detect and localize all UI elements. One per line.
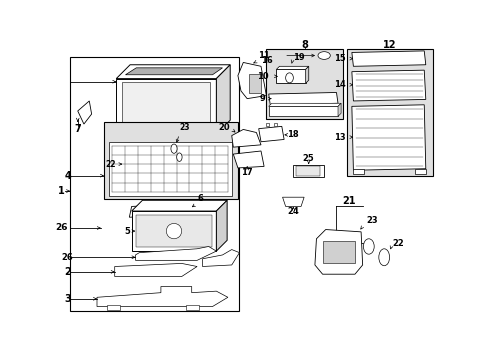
Text: 16: 16	[261, 56, 272, 65]
Text: 3: 3	[64, 294, 71, 304]
Polygon shape	[216, 65, 230, 134]
Bar	[70, 57, 239, 311]
Polygon shape	[115, 264, 197, 276]
Polygon shape	[351, 105, 425, 170]
Text: 19: 19	[293, 53, 305, 62]
Text: 22: 22	[105, 159, 116, 168]
Text: 11: 11	[258, 51, 270, 60]
Ellipse shape	[285, 73, 293, 83]
Polygon shape	[185, 305, 199, 310]
Polygon shape	[97, 287, 227, 307]
Text: 7: 7	[74, 125, 81, 134]
Polygon shape	[216, 200, 226, 251]
Ellipse shape	[378, 249, 389, 266]
Polygon shape	[293, 165, 324, 177]
Polygon shape	[135, 247, 216, 260]
Polygon shape	[314, 230, 362, 274]
Bar	[266, 122, 269, 126]
Ellipse shape	[176, 153, 182, 161]
Text: 5: 5	[124, 226, 130, 235]
Text: 23: 23	[179, 123, 189, 132]
Bar	[248, 74, 261, 93]
Bar	[274, 122, 277, 126]
Ellipse shape	[363, 239, 373, 254]
Polygon shape	[107, 305, 120, 310]
Polygon shape	[268, 103, 341, 106]
Polygon shape	[282, 197, 304, 206]
Ellipse shape	[317, 52, 329, 59]
Text: 2: 2	[64, 267, 71, 277]
Text: 13: 13	[333, 132, 345, 141]
Bar	[104, 122, 238, 199]
Polygon shape	[258, 126, 284, 142]
Text: 8: 8	[301, 40, 308, 50]
Polygon shape	[414, 169, 425, 174]
Polygon shape	[231, 130, 261, 147]
Bar	[122, 82, 210, 130]
Text: 26: 26	[55, 224, 68, 233]
Ellipse shape	[171, 144, 177, 153]
Polygon shape	[108, 142, 231, 195]
Polygon shape	[351, 70, 425, 101]
Text: 10: 10	[257, 72, 268, 81]
Text: 22: 22	[391, 239, 403, 248]
Polygon shape	[116, 65, 230, 78]
Text: 4: 4	[64, 171, 71, 181]
Text: 18: 18	[286, 130, 298, 139]
Text: 24: 24	[287, 207, 299, 216]
Text: 17: 17	[241, 168, 252, 177]
Polygon shape	[305, 66, 308, 83]
Polygon shape	[116, 78, 216, 134]
Polygon shape	[78, 101, 91, 124]
Text: 23: 23	[366, 216, 377, 225]
Text: 26: 26	[62, 253, 74, 262]
Polygon shape	[122, 161, 145, 167]
Polygon shape	[238, 62, 266, 99]
Text: 14: 14	[333, 80, 345, 89]
Polygon shape	[268, 106, 337, 116]
Polygon shape	[353, 169, 364, 174]
Bar	[136, 215, 211, 247]
Polygon shape	[131, 211, 216, 251]
Polygon shape	[276, 66, 308, 69]
Text: 9: 9	[259, 94, 265, 103]
Text: 6: 6	[197, 194, 203, 203]
Bar	[322, 241, 354, 263]
Polygon shape	[125, 68, 222, 75]
Polygon shape	[276, 69, 305, 83]
Polygon shape	[337, 103, 341, 116]
Bar	[296, 166, 319, 176]
Bar	[346, 49, 432, 176]
Polygon shape	[233, 151, 264, 168]
Text: 21: 21	[341, 196, 355, 206]
Polygon shape	[131, 200, 226, 211]
Polygon shape	[268, 93, 337, 105]
Text: 12: 12	[382, 40, 396, 50]
Text: 20: 20	[218, 123, 230, 132]
Polygon shape	[129, 203, 204, 217]
Polygon shape	[202, 249, 239, 266]
Text: 25: 25	[302, 154, 314, 163]
Polygon shape	[351, 51, 425, 66]
Text: 1: 1	[58, 186, 64, 196]
Text: 15: 15	[333, 54, 345, 63]
Ellipse shape	[166, 223, 182, 239]
Bar	[266, 49, 343, 119]
